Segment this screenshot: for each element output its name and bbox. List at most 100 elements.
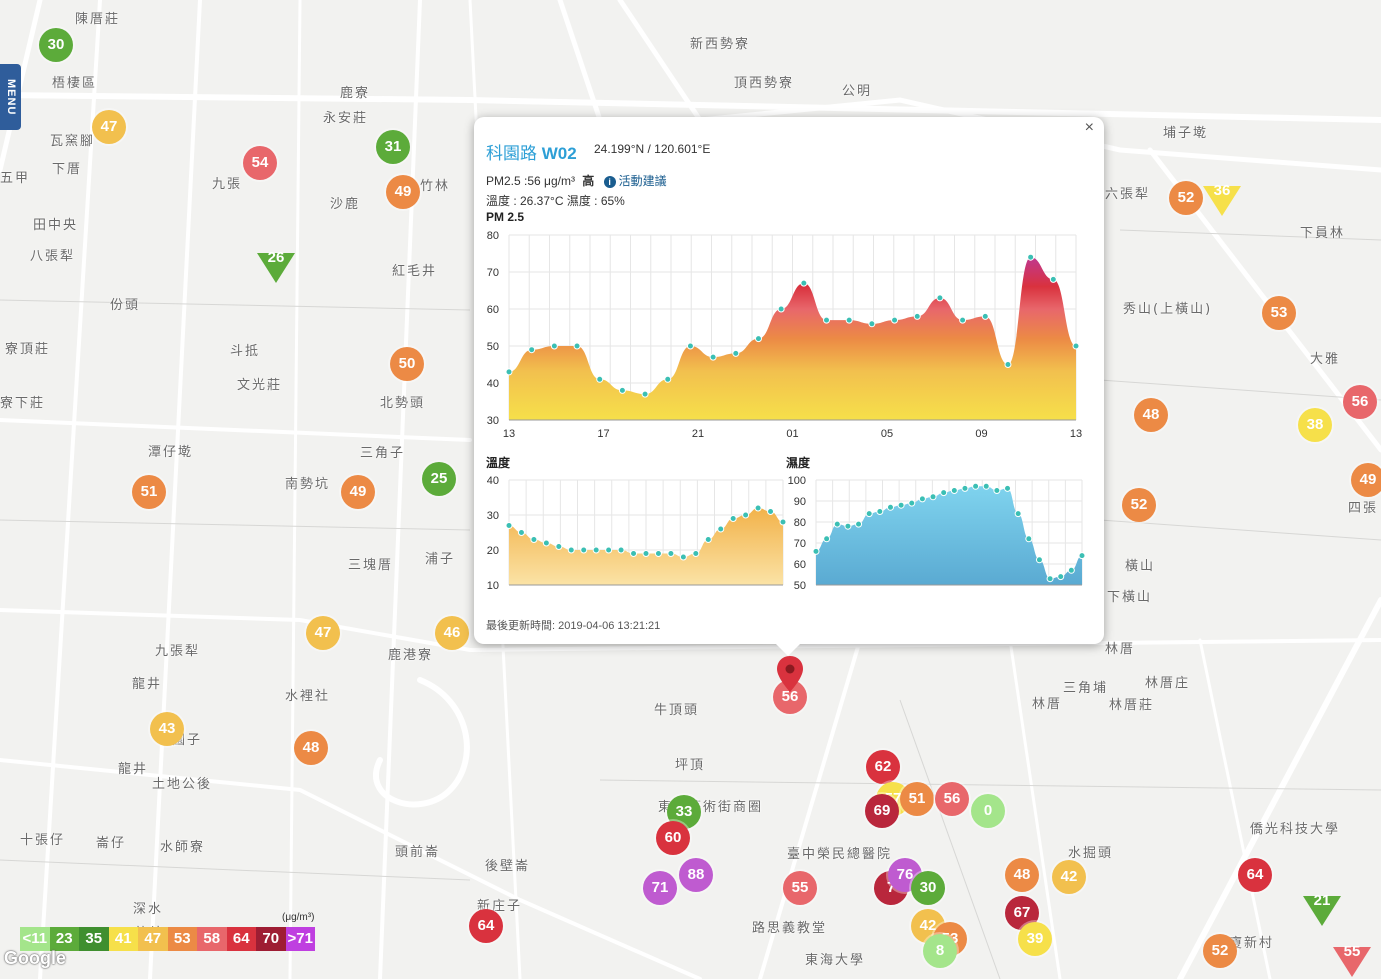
station-marker[interactable]: 49 bbox=[1351, 463, 1381, 497]
sensor-triangle-marker[interactable]: 36 bbox=[1203, 182, 1241, 216]
data-point bbox=[754, 504, 762, 512]
station-marker[interactable]: 52 bbox=[1169, 181, 1203, 215]
place-label: 龍井 bbox=[132, 677, 163, 692]
station-marker[interactable]: 71 bbox=[643, 871, 677, 905]
sensor-triangle-marker[interactable]: 26 bbox=[257, 249, 295, 283]
data-point bbox=[865, 510, 873, 518]
station-marker[interactable]: 33 bbox=[667, 795, 701, 829]
legend-cell: 23 bbox=[49, 927, 79, 951]
station-marker[interactable]: 88 bbox=[679, 858, 713, 892]
data-point bbox=[1049, 275, 1057, 283]
sensor-triangle-value: 21 bbox=[1313, 892, 1331, 909]
sensor-triangle-value: 36 bbox=[1213, 182, 1231, 199]
station-marker[interactable]: 64 bbox=[1238, 858, 1272, 892]
station-marker[interactable]: 48 bbox=[1134, 398, 1168, 432]
station-marker[interactable]: 42 bbox=[1052, 860, 1086, 894]
station-marker[interactable]: 47 bbox=[306, 616, 340, 650]
x-tick-label: 09 bbox=[975, 428, 987, 440]
station-marker[interactable]: 30 bbox=[39, 28, 73, 62]
station-marker[interactable]: 49 bbox=[386, 175, 420, 209]
station-marker[interactable]: 69 bbox=[865, 794, 899, 828]
station-marker[interactable]: 48 bbox=[294, 731, 328, 765]
data-point bbox=[505, 368, 513, 376]
activity-advice-link[interactable]: i 活動建議 bbox=[603, 174, 667, 188]
station-marker[interactable]: 30 bbox=[911, 871, 945, 905]
place-label: 橫山 bbox=[1125, 559, 1156, 574]
selected-location-pin-icon[interactable] bbox=[777, 656, 803, 697]
station-marker[interactable]: 31 bbox=[376, 130, 410, 164]
station-marker[interactable]: 49 bbox=[341, 475, 375, 509]
data-point bbox=[961, 484, 969, 492]
data-point bbox=[913, 312, 921, 320]
station-marker[interactable]: 43 bbox=[150, 712, 184, 746]
y-tick-label: 70 bbox=[487, 267, 499, 279]
legend-cell: >71 bbox=[285, 927, 315, 951]
place-label: 三塊厝 bbox=[348, 558, 394, 573]
station-marker[interactable]: 50 bbox=[390, 347, 424, 381]
place-label: 陳厝莊 bbox=[75, 12, 121, 27]
station-coords: 24.199°N / 120.601°E bbox=[594, 142, 711, 156]
data-point bbox=[1067, 566, 1075, 574]
data-point bbox=[667, 550, 675, 557]
place-label: 北勢頭 bbox=[380, 396, 426, 411]
station-title: 科園路 W02 bbox=[486, 139, 577, 164]
station-marker[interactable]: 51 bbox=[900, 782, 934, 816]
place-label: 下橫山 bbox=[1107, 590, 1153, 605]
data-point bbox=[530, 536, 538, 543]
station-marker[interactable]: 62 bbox=[866, 750, 900, 784]
sensor-triangle-marker[interactable]: 21 bbox=[1303, 892, 1341, 926]
legend-cell: 47 bbox=[138, 927, 168, 951]
data-point bbox=[1046, 575, 1054, 583]
place-label: 林厝 bbox=[1032, 697, 1063, 712]
data-point bbox=[679, 553, 687, 561]
place-label: 水掘頭 bbox=[1068, 846, 1114, 861]
place-label: 下員林 bbox=[1300, 226, 1346, 241]
popup-tip bbox=[776, 644, 800, 656]
place-label: 鹿寮 bbox=[340, 86, 371, 101]
station-marker[interactable]: 56 bbox=[1343, 385, 1377, 419]
station-marker[interactable]: 54 bbox=[243, 146, 277, 180]
station-marker[interactable]: 38 bbox=[1298, 408, 1332, 442]
place-label: 坪頂 bbox=[675, 758, 706, 773]
place-label: 新西勢寮 bbox=[690, 37, 751, 52]
station-marker[interactable]: 52 bbox=[1203, 934, 1237, 968]
close-icon[interactable]: × bbox=[1084, 119, 1094, 136]
data-point bbox=[929, 493, 937, 501]
place-label: 頂西勢寮 bbox=[734, 76, 795, 91]
station-marker[interactable]: 53 bbox=[1262, 296, 1296, 330]
station-marker[interactable]: 64 bbox=[469, 909, 503, 943]
data-point bbox=[950, 487, 958, 494]
y-tick-label: 10 bbox=[487, 580, 499, 592]
google-logo: Google bbox=[4, 948, 66, 968]
place-label: 路思義教堂 bbox=[752, 921, 828, 936]
humidity-chart-label: 濕度 bbox=[786, 456, 811, 470]
place-label: 鹿港寮 bbox=[388, 648, 434, 663]
place-label: 三角子 bbox=[360, 446, 406, 461]
pm25-chart-label: PM 2.5 bbox=[486, 210, 525, 224]
data-point bbox=[876, 508, 884, 515]
sensor-triangle-marker[interactable]: 55 bbox=[1333, 943, 1371, 977]
station-marker[interactable]: 48 bbox=[1005, 858, 1039, 892]
menu-button[interactable]: MENU bbox=[0, 64, 21, 130]
station-marker[interactable]: 51 bbox=[132, 475, 166, 509]
station-marker[interactable]: 52 bbox=[1122, 488, 1156, 522]
area-fill bbox=[509, 508, 783, 585]
y-tick-label: 90 bbox=[794, 496, 806, 508]
station-marker[interactable]: 55 bbox=[783, 871, 817, 905]
station-marker[interactable]: 56 bbox=[935, 782, 969, 816]
station-marker[interactable]: 8 bbox=[923, 934, 957, 968]
place-label: 水裡社 bbox=[285, 689, 331, 704]
station-marker[interactable]: 56 bbox=[773, 680, 807, 714]
place-label: 龍井 bbox=[118, 762, 149, 777]
data-point bbox=[732, 349, 740, 357]
station-marker[interactable]: 25 bbox=[422, 462, 456, 496]
station-marker[interactable]: 46 bbox=[435, 616, 469, 650]
station-marker[interactable]: 39 bbox=[1018, 922, 1052, 956]
station-marker[interactable]: 0 bbox=[971, 794, 1005, 828]
place-label: 沙鹿 bbox=[330, 197, 361, 212]
place-label: 竹林 bbox=[420, 179, 451, 194]
station-marker[interactable]: 47 bbox=[92, 110, 126, 144]
data-point bbox=[1025, 535, 1033, 543]
station-marker[interactable]: 60 bbox=[656, 821, 690, 855]
